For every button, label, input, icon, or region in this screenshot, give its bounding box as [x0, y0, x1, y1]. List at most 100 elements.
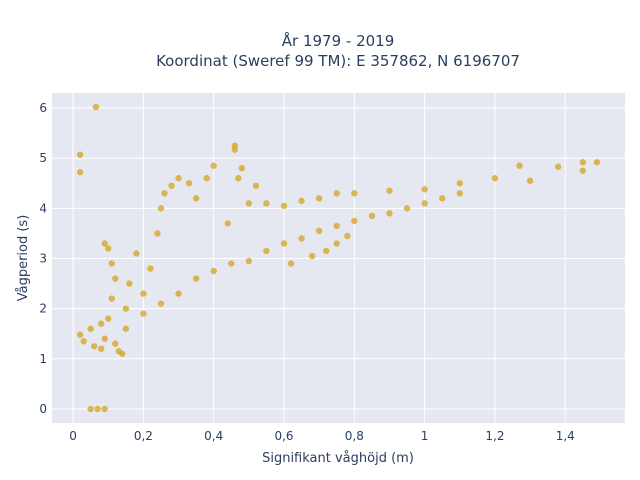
data-point: [210, 162, 217, 169]
data-point: [192, 195, 200, 202]
data-point: [280, 240, 288, 247]
data-point: [157, 205, 165, 212]
data-point: [101, 405, 108, 413]
data-point: [351, 190, 358, 197]
data-point: [161, 190, 168, 197]
data-point: [224, 220, 231, 227]
y-axis-ticks: 0 1 2 3 4 5 6: [39, 101, 47, 416]
x-axis-ticks: 0 0,2 0,4 0,6 0,8 1 1,2 1,4: [69, 429, 575, 443]
y-tick-label: 4: [39, 201, 47, 215]
data-point: [579, 167, 587, 174]
data-point: [80, 338, 87, 345]
x-tick-label: 0,2: [134, 429, 153, 443]
data-point: [333, 240, 340, 247]
y-tick-label: 1: [39, 352, 47, 366]
data-point: [87, 325, 94, 332]
data-point: [112, 340, 119, 347]
y-tick-label: 5: [39, 151, 47, 165]
data-point: [298, 197, 305, 205]
data-point: [231, 146, 238, 153]
data-point: [133, 250, 140, 257]
data-point: [90, 343, 98, 350]
data-point: [140, 310, 147, 317]
y-axis-title: Vågperiod (s): [16, 215, 31, 302]
data-point: [175, 290, 182, 297]
data-point: [168, 182, 175, 189]
y-tick-label: 0: [39, 402, 47, 416]
data-point: [593, 159, 601, 166]
data-point: [245, 257, 253, 265]
data-point: [308, 252, 316, 260]
data-point: [315, 227, 323, 235]
data-point: [386, 210, 393, 217]
data-point: [76, 169, 84, 176]
x-tick-label: 0: [69, 429, 77, 443]
data-point: [421, 186, 428, 193]
data-point: [235, 175, 242, 182]
data-point: [108, 260, 115, 267]
data-point: [154, 230, 161, 237]
data-point: [105, 315, 112, 322]
plot-area: [52, 93, 625, 423]
x-axis-title: Signifikant våghöjd (m): [262, 451, 414, 466]
data-point: [351, 217, 358, 225]
y-tick-label: 6: [39, 101, 47, 115]
data-point: [203, 175, 210, 182]
data-point: [192, 275, 200, 282]
data-point: [344, 232, 351, 240]
data-point: [456, 180, 463, 187]
x-tick-label: 1: [421, 429, 429, 443]
x-tick-label: 1,4: [556, 429, 575, 443]
data-point: [94, 405, 101, 413]
data-point: [119, 350, 126, 357]
data-point: [238, 165, 246, 172]
x-tick-label: 1,2: [485, 429, 504, 443]
data-point: [76, 331, 84, 338]
data-point: [287, 260, 295, 267]
grid-lines: [52, 93, 625, 423]
data-point: [175, 175, 182, 182]
data-point: [421, 200, 428, 207]
data-point: [157, 300, 165, 307]
data-point: [76, 151, 84, 158]
data-point: [516, 162, 523, 169]
data-point: [140, 290, 147, 297]
data-point: [263, 247, 270, 255]
data-point: [228, 260, 235, 267]
data-point: [252, 182, 260, 189]
data-point: [101, 335, 108, 342]
chart-title-line-2: Koordinat (Sweref 99 TM): E 357862, N 61…: [156, 52, 520, 70]
data-point: [245, 200, 253, 207]
chart-title-line-1: År 1979 - 2019: [282, 31, 395, 50]
data-point: [555, 163, 562, 170]
data-point: [322, 247, 330, 255]
data-point: [386, 187, 393, 194]
data-point: [112, 275, 119, 282]
data-point: [87, 405, 94, 413]
x-tick-label: 0,6: [274, 429, 293, 443]
y-tick-label: 3: [39, 252, 47, 266]
data-point: [526, 177, 534, 184]
data-point: [333, 222, 340, 230]
x-tick-label: 0,8: [345, 429, 364, 443]
data-point: [105, 245, 112, 252]
data-point: [456, 190, 463, 197]
data-point: [315, 195, 323, 202]
data-point: [491, 175, 499, 182]
data-point: [210, 267, 217, 275]
data-point: [147, 265, 154, 272]
data-point: [101, 240, 108, 247]
data-point: [403, 205, 411, 212]
data-point: [298, 235, 305, 242]
data-points: [76, 103, 601, 413]
data-point: [122, 325, 130, 332]
data-point: [126, 280, 133, 287]
data-point: [368, 212, 376, 220]
data-point: [333, 190, 340, 197]
data-point: [108, 295, 115, 302]
data-point: [263, 200, 270, 207]
data-point: [98, 320, 105, 327]
data-point: [439, 195, 446, 202]
x-tick-label: 0,4: [204, 429, 223, 443]
